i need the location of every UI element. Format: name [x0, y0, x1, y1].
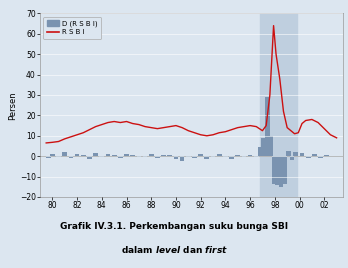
- Bar: [312, 154, 317, 156]
- Y-axis label: Persen: Persen: [8, 91, 17, 120]
- Bar: [211, 156, 215, 157]
- Bar: [260, 13, 297, 197]
- Bar: [149, 154, 153, 156]
- Bar: [186, 156, 191, 157]
- Bar: [286, 151, 291, 156]
- Bar: [75, 154, 79, 156]
- Bar: [300, 153, 304, 156]
- Bar: [130, 155, 135, 156]
- Text: Grafik IV.3.1. Perkembangan suku bunga SBI: Grafik IV.3.1. Perkembangan suku bunga S…: [60, 222, 288, 231]
- Bar: [258, 147, 262, 156]
- Bar: [167, 155, 172, 156]
- Bar: [282, 156, 287, 184]
- Bar: [143, 156, 148, 157]
- Bar: [269, 136, 274, 156]
- Bar: [161, 155, 166, 156]
- Bar: [93, 153, 98, 156]
- Bar: [265, 97, 270, 156]
- Bar: [124, 154, 129, 156]
- Legend: D (R S B I), R S B I: D (R S B I), R S B I: [44, 17, 101, 39]
- Bar: [198, 154, 203, 156]
- Bar: [272, 156, 277, 184]
- Bar: [242, 156, 246, 157]
- Text: dalam $\bfit{level}$ dan $\bfit{first}$: dalam $\bfit{level}$ dan $\bfit{first}$: [120, 244, 228, 255]
- Bar: [275, 156, 280, 185]
- Bar: [180, 156, 184, 161]
- Bar: [69, 156, 73, 158]
- Bar: [293, 152, 298, 156]
- Bar: [248, 155, 252, 156]
- Bar: [118, 156, 123, 158]
- Bar: [306, 156, 310, 158]
- Bar: [279, 156, 283, 187]
- Bar: [229, 156, 234, 159]
- Bar: [106, 154, 110, 156]
- Bar: [50, 154, 55, 156]
- Bar: [318, 156, 323, 158]
- Bar: [235, 155, 240, 156]
- Bar: [136, 156, 141, 157]
- Bar: [46, 156, 51, 158]
- Bar: [261, 138, 266, 156]
- Bar: [254, 156, 259, 157]
- Bar: [324, 155, 329, 156]
- Bar: [290, 156, 294, 160]
- Bar: [205, 156, 209, 159]
- Bar: [56, 156, 61, 157]
- Bar: [62, 152, 67, 156]
- Bar: [81, 155, 86, 156]
- Bar: [155, 156, 160, 158]
- Bar: [87, 156, 92, 159]
- Bar: [223, 156, 228, 157]
- Bar: [192, 156, 197, 158]
- Bar: [112, 155, 117, 156]
- Bar: [217, 154, 222, 156]
- Bar: [174, 156, 178, 159]
- Bar: [100, 156, 104, 157]
